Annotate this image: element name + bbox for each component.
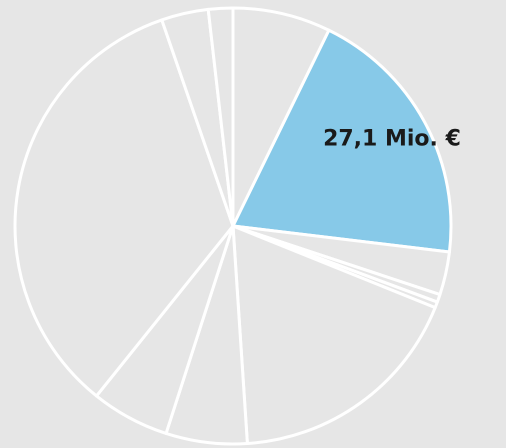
pie-slice	[206, 6, 235, 228]
pie-slice	[231, 28, 453, 254]
pie-slice	[231, 224, 437, 446]
data-label: 27,1 Mio. €	[323, 127, 461, 152]
pie-slice	[13, 18, 235, 398]
pie-slice	[231, 6, 331, 228]
